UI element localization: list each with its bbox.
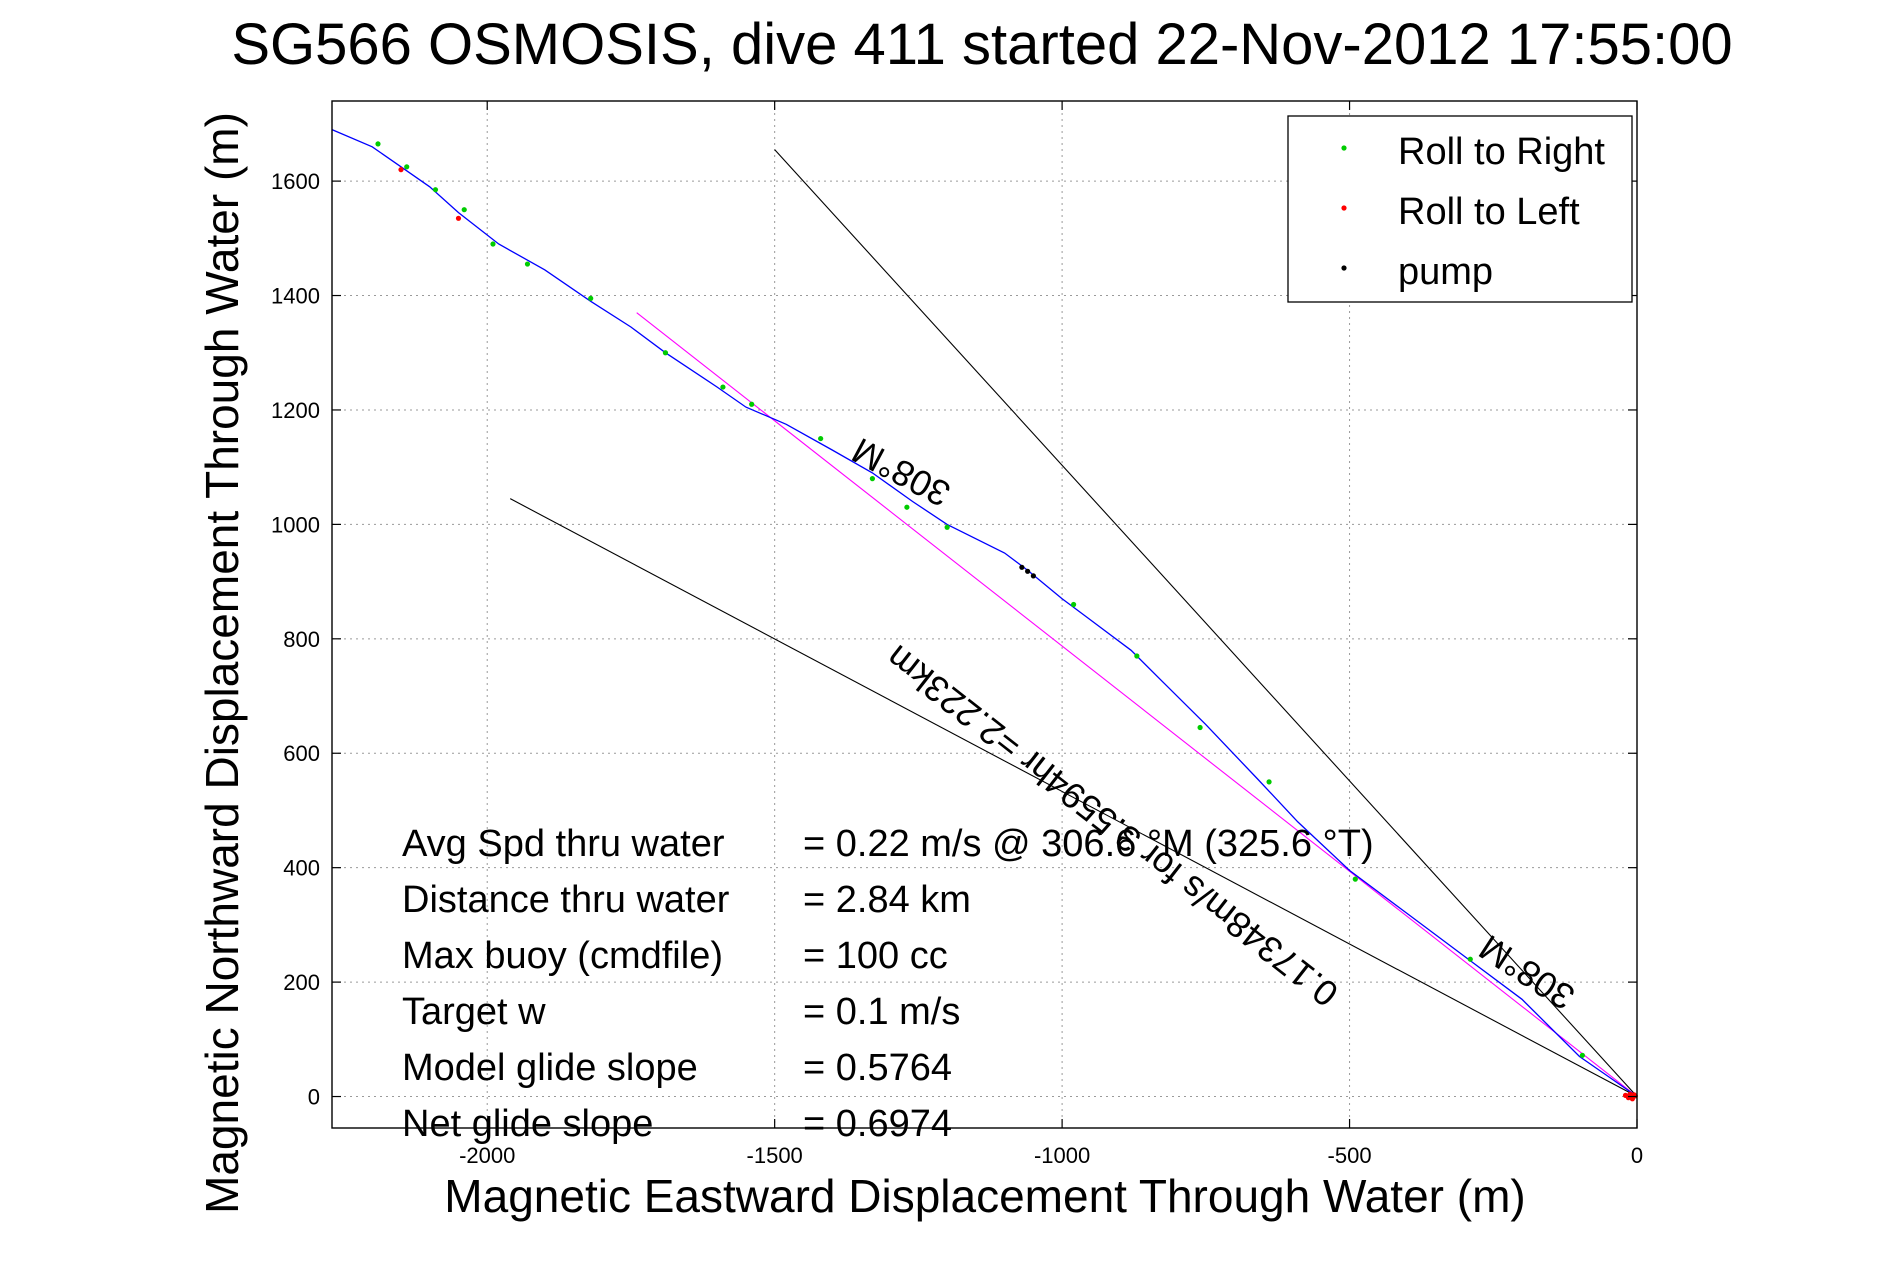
- roll-right-point: [818, 435, 824, 442]
- roll-right-point: [1266, 779, 1272, 785]
- y-tick-label: 0: [308, 1085, 320, 1110]
- roll-right-point: [375, 141, 381, 147]
- y-tick-label: 800: [283, 627, 320, 652]
- stat-label: Model glide slope: [402, 1047, 698, 1089]
- pump-point: [1030, 573, 1036, 579]
- plot-frame: [331, 100, 1638, 1129]
- roll-right-point: [1134, 653, 1140, 659]
- y-tick-label: 1000: [271, 512, 320, 537]
- stat-value: = 0.5764: [803, 1047, 952, 1089]
- roll-left-point: [1622, 1092, 1629, 1098]
- roll-left-point: [398, 167, 404, 173]
- stats-block: Avg Spd thru water = 0.22 m/s @ 306.6 °M …: [402, 823, 1374, 1145]
- roll-right-point: [404, 164, 410, 170]
- line-label: 308°M: [845, 430, 956, 515]
- x-tick-label: -1500: [747, 1143, 803, 1168]
- roll-left-point: [1627, 1091, 1633, 1097]
- roll-right-point: [869, 476, 875, 482]
- stat-label: Target w: [402, 991, 546, 1033]
- axis-ticks: -2000 -1500 -1000 -500 0 0 200 400 600 800 1000 120…: [271, 101, 1643, 1168]
- stat-label: Max buoy (cmdfile): [402, 935, 723, 977]
- track: [331, 129, 1638, 1098]
- roll-right-point: [904, 504, 910, 510]
- y-tick-label: 1400: [271, 284, 320, 309]
- heading-lines: [509, 149, 1638, 1098]
- legend-marker: [1341, 265, 1347, 271]
- legend-label: Roll to Right: [1398, 131, 1605, 173]
- roll-right-point: [1579, 1052, 1585, 1058]
- chart-title: SG566 OSMOSIS, dive 411 started 22-Nov-2…: [231, 12, 1732, 77]
- roll-right-point: [1071, 601, 1077, 608]
- y-tick-label: 1200: [271, 398, 320, 423]
- roll-right-point: [432, 187, 439, 193]
- roll-right-point: [662, 350, 669, 356]
- legend: Roll to Right Roll to Left pump: [1287, 115, 1633, 303]
- stat-value: = 2.84 km: [803, 879, 971, 921]
- y-tick-label: 400: [283, 856, 320, 881]
- roll-right-point: [1352, 876, 1358, 882]
- y-tick-label: 1600: [271, 169, 320, 194]
- y-tick-label: 600: [283, 741, 320, 766]
- stat-label: Avg Spd thru water: [402, 823, 725, 865]
- roll-right-point: [749, 401, 755, 407]
- x-tick-label: -1000: [1034, 1143, 1090, 1168]
- legend-label: Roll to Left: [1398, 191, 1580, 233]
- roll-right-point: [524, 261, 531, 267]
- roll-left-point: [455, 215, 462, 221]
- y-axis-label: Magnetic Northward Displacement Through …: [196, 112, 248, 1214]
- stat-label: Distance thru water: [402, 879, 730, 921]
- legend-marker: [1341, 145, 1347, 151]
- stat-label: Net glide slope: [402, 1103, 653, 1145]
- stat-value: = 0.22 m/s @ 306.6 °M (325.6 °T): [803, 823, 1374, 865]
- x-tick-label: -500: [1328, 1143, 1372, 1168]
- roll-right-point: [588, 295, 594, 301]
- roll-right-point: [1467, 956, 1473, 962]
- y-tick-label: 200: [283, 970, 320, 995]
- x-tick-label: 0: [1631, 1143, 1643, 1168]
- roll-right-point: [1197, 724, 1203, 731]
- roll-right-point: [490, 241, 496, 247]
- roll-right-point: [461, 207, 467, 213]
- track-line: [331, 129, 1638, 1098]
- legend-marker: [1341, 205, 1347, 211]
- heading-line: [636, 312, 1638, 1097]
- stat-value: = 100 cc: [803, 935, 948, 977]
- roll-right-point: [944, 524, 950, 530]
- roll-markers: [375, 141, 1638, 1102]
- pump-point: [1025, 568, 1031, 574]
- legend-label: pump: [1398, 251, 1493, 293]
- heading-line: [509, 498, 1638, 1098]
- stat-value: = 0.6974: [803, 1103, 952, 1145]
- x-tick-label: -2000: [459, 1143, 515, 1168]
- heading-line: [774, 149, 1638, 1097]
- pump-point: [1019, 564, 1025, 570]
- roll-right-point: [720, 384, 726, 390]
- x-axis-label: Magnetic Eastward Displacement Through W…: [444, 1170, 1525, 1222]
- stat-value: = 0.1 m/s: [803, 991, 960, 1033]
